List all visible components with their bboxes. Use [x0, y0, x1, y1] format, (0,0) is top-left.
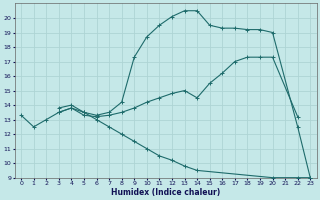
- X-axis label: Humidex (Indice chaleur): Humidex (Indice chaleur): [111, 188, 220, 197]
